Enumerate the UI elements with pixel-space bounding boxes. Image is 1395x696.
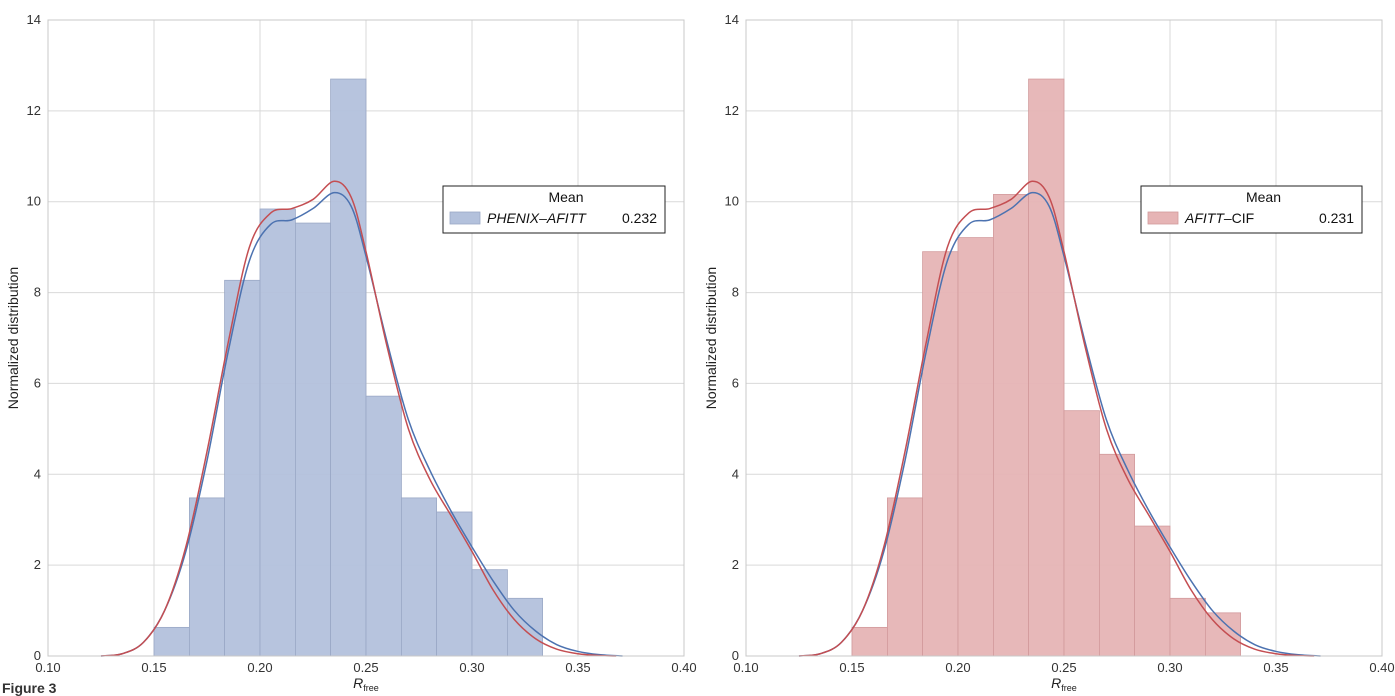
panel1-bar-4: [993, 194, 1029, 657]
panel1-ytick-label-2: 4: [732, 466, 739, 481]
panel0-bar-0: [153, 626, 190, 657]
panel1-ytick-label-5: 10: [725, 194, 739, 209]
panel0-ytick-label-5: 10: [27, 194, 41, 209]
panel1-bar-3: [957, 237, 994, 657]
panel1-bar-1: [887, 497, 923, 657]
panel1-xtick-label-6: 0.40: [1369, 660, 1394, 675]
panel0-bar-3: [259, 208, 296, 657]
panel0-bar-1: [189, 497, 225, 657]
panel1-ytick-label-6: 12: [725, 103, 739, 118]
panel0-bar-8: [436, 511, 473, 657]
panel1-bar-2: [922, 251, 959, 657]
panel0-xtick-label-2: 0.20: [247, 660, 272, 675]
panel1-plot-frame: [745, 19, 1383, 657]
panel1-legend-label-rest: –CIF: [1224, 210, 1254, 226]
panel1-bar-9: [1169, 597, 1206, 657]
panel0-y-axis-label: Normalized distribution: [5, 267, 21, 409]
panel0-plot-frame: [47, 19, 685, 657]
panel1-xtick-label-3: 0.25: [1051, 660, 1076, 675]
panel0-xtick-label-5: 0.35: [565, 660, 590, 675]
panel1-xtick-label-4: 0.30: [1157, 660, 1182, 675]
panel1-legend-label-italic: AFITT: [1184, 210, 1225, 226]
panel0-xtick-label-1: 0.15: [141, 660, 166, 675]
panel0-legend-label: PHENIX–AFITT: [487, 210, 587, 226]
right-histogram-panel: 0.10 0.15 0.20 0.25 0.30 0.35 0.40 0 2 4 6 8 10 12 14 R…: [703, 12, 1395, 693]
panel0-ytick-label-4: 8: [34, 285, 41, 300]
panel1-legend-title: Mean: [1246, 189, 1281, 205]
panel1-ytick-label-0: 0: [732, 648, 739, 663]
panel0-bar-6: [365, 395, 402, 657]
panel0-ytick-label-6: 12: [27, 103, 41, 118]
panel1-legend-mean-value: 0.231: [1319, 210, 1354, 226]
panel1-xtick-label-5: 0.35: [1263, 660, 1288, 675]
panel1-ytick-label-1: 2: [732, 557, 739, 572]
panel0-bar-5: [330, 78, 367, 657]
panel0-xtick-label-0: 0.10: [35, 660, 60, 675]
panel0-ytick-label-3: 6: [34, 375, 41, 390]
panel1-xtick-label-0: 0.10: [733, 660, 758, 675]
panel0-xtick-label-4: 0.30: [459, 660, 484, 675]
panel0-legend-swatch: [449, 211, 481, 225]
panel0-bar-4: [295, 222, 331, 657]
panel1-kde-red: [798, 180, 1315, 657]
panel1-xtick-label-2: 0.20: [945, 660, 970, 675]
panel0-bar-9: [471, 569, 508, 657]
panel0-bar-7: [401, 497, 437, 657]
panel1-xtick-label-1: 0.15: [839, 660, 864, 675]
panel1-bar-6: [1063, 410, 1100, 657]
panel0-ytick-label-1: 2: [34, 557, 41, 572]
panel1-y-axis-label: Normalized distribution: [703, 267, 719, 409]
panel1-bar-5: [1028, 78, 1065, 657]
panel1-x-axis-label: Rfree: [1051, 675, 1077, 693]
panel1-kde-blue: [798, 191, 1321, 657]
panel0-ytick-label-0: 0: [34, 648, 41, 663]
panel1-bar-10: [1205, 612, 1241, 657]
panel0-legend-box: [442, 185, 666, 234]
panel0-kde-blue: [100, 191, 623, 657]
panel1-ytick-label-3: 6: [732, 375, 739, 390]
panel0-xtick-label-3: 0.25: [353, 660, 378, 675]
panel0-xtick-label-6: 0.40: [671, 660, 696, 675]
panel0-x-axis-label: Rfree: [353, 675, 379, 693]
figure-caption: Figure 3: [2, 680, 57, 696]
panel0-bar-10: [507, 597, 543, 657]
panel0-ytick-label-7: 14: [27, 12, 41, 27]
panel0-kde-red: [100, 180, 617, 657]
panel1-legend-label: AFITT–CIF: [1184, 210, 1254, 226]
panel1-legend-swatch: [1147, 211, 1179, 225]
panel0-x-axis-label-subscript: free: [363, 683, 379, 693]
panel0-ytick-label-2: 4: [34, 466, 41, 481]
panel1-bar-0: [851, 626, 888, 657]
panel1-x-axis-label-subscript: free: [1061, 683, 1077, 693]
panel1-bar-7: [1099, 453, 1135, 657]
panel1-ytick-label-4: 8: [732, 285, 739, 300]
left-histogram-panel: 0.10 0.15 0.20 0.25 0.30 0.35 0.40 0 2 4 6 8 10 12 14 R…: [5, 12, 697, 693]
panel1-bar-8: [1134, 525, 1171, 657]
panel0-legend-title: Mean: [548, 189, 583, 205]
panel1-ytick-label-7: 14: [725, 12, 739, 27]
panel0-legend-mean-value: 0.232: [622, 210, 657, 226]
panel1-legend-box: [1140, 185, 1363, 234]
